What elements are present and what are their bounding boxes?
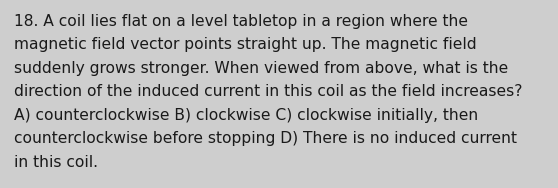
Text: in this coil.: in this coil. [14,155,98,170]
Text: direction of the induced current in this coil as the field increases?: direction of the induced current in this… [14,84,522,99]
Text: magnetic field vector points straight up. The magnetic field: magnetic field vector points straight up… [14,37,477,52]
Text: A) counterclockwise B) clockwise C) clockwise initially, then: A) counterclockwise B) clockwise C) cloc… [14,108,478,123]
Text: suddenly grows stronger. When viewed from above, what is the: suddenly grows stronger. When viewed fro… [14,61,508,76]
Text: counterclockwise before stopping D) There is no induced current: counterclockwise before stopping D) Ther… [14,131,517,146]
Text: 18. A coil lies flat on a level tabletop in a region where the: 18. A coil lies flat on a level tabletop… [14,14,468,29]
